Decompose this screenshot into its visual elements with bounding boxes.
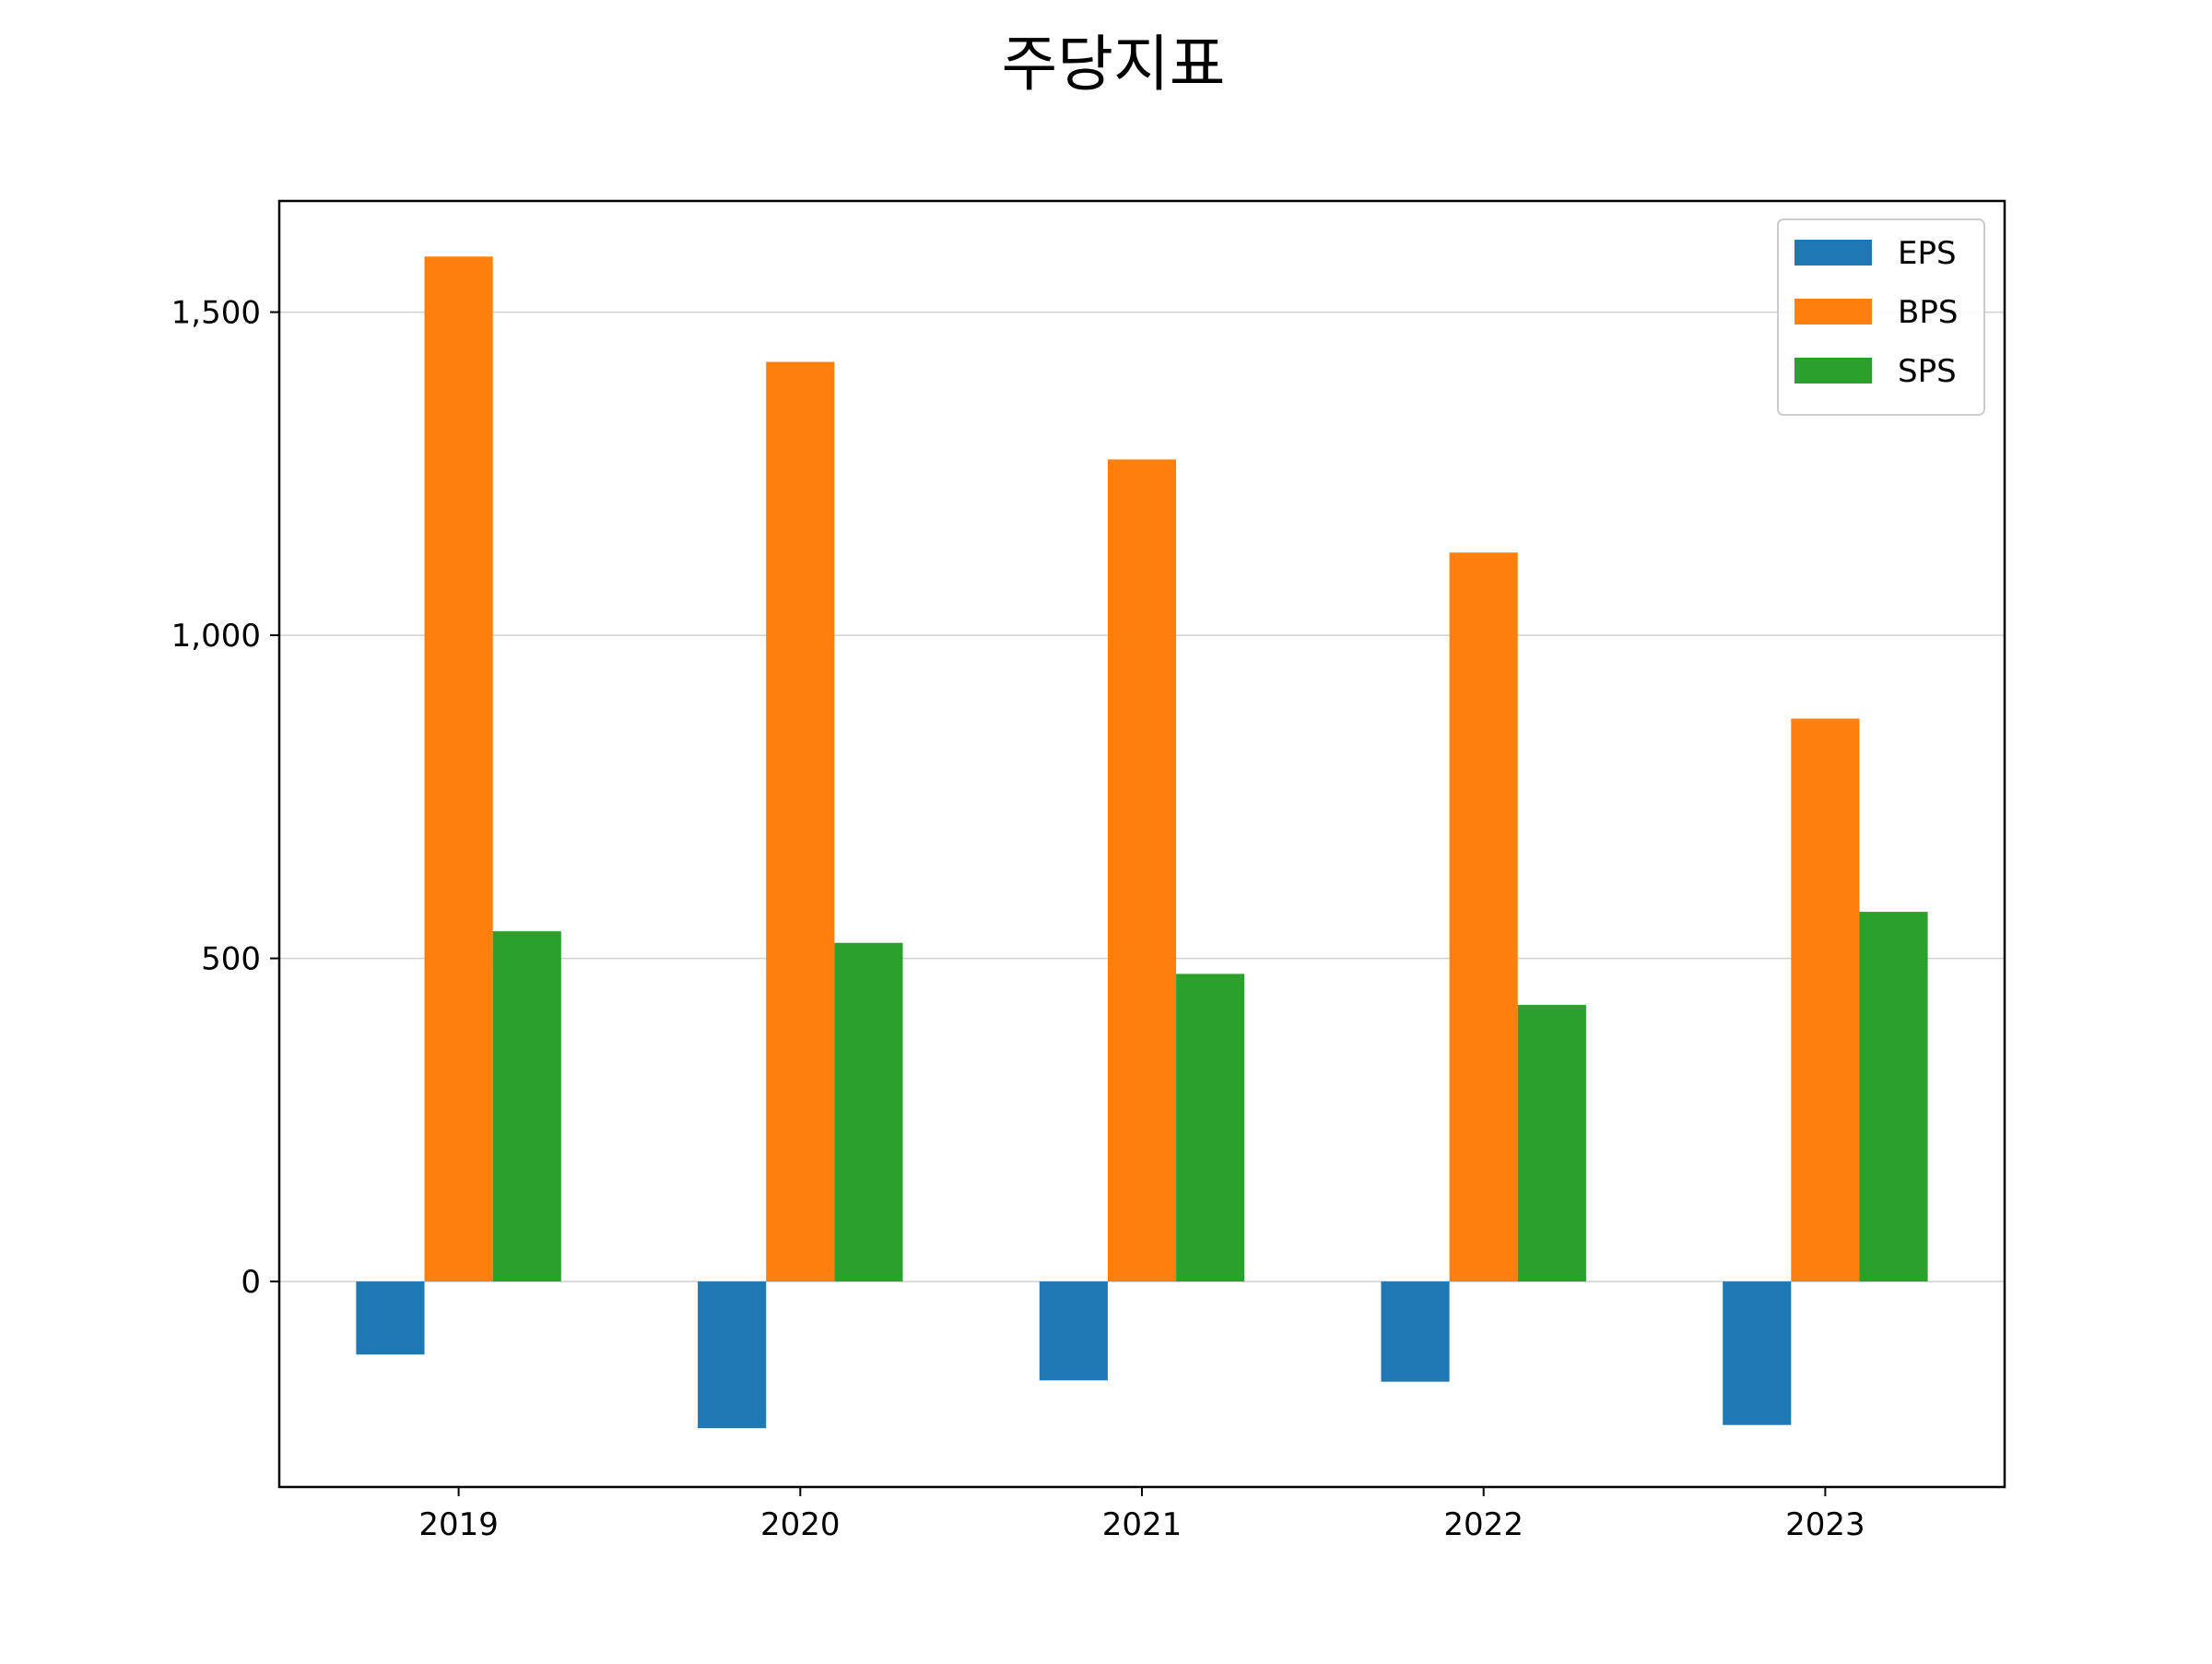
bar-sps-2021 (1176, 974, 1245, 1282)
bar-eps-2020 (698, 1281, 767, 1429)
legend-swatch-eps (1794, 240, 1872, 266)
y-tick-label: 0 (241, 1264, 261, 1301)
y-tick-label: 500 (201, 941, 261, 978)
x-tick-label: 2020 (760, 1506, 841, 1543)
x-tick-label: 2023 (1785, 1506, 1865, 1543)
bar-sps-2023 (1859, 912, 1928, 1282)
chart-title: 주당지표 (1002, 29, 1226, 100)
bar-bps-2022 (1449, 552, 1518, 1282)
bar-eps-2021 (1039, 1281, 1108, 1381)
legend-swatch-sps (1794, 358, 1872, 384)
bar-bps-2023 (1791, 718, 1860, 1282)
bar-bps-2020 (766, 361, 835, 1282)
bar-bps-2019 (424, 256, 493, 1282)
legend-label-eps: EPS (1898, 235, 1957, 272)
y-axis: 0 500 1,000 1,500 (171, 295, 279, 1301)
legend-swatch-bps (1794, 299, 1872, 325)
y-tick-label: 1,000 (171, 618, 261, 655)
legend-label-sps: SPS (1898, 353, 1957, 390)
bar-eps-2023 (1723, 1281, 1792, 1425)
bar-eps-2022 (1381, 1281, 1450, 1382)
x-axis: 2019 2020 2021 2022 2023 (418, 1487, 1865, 1543)
bar-bps-2021 (1107, 459, 1177, 1282)
bar-sps-2022 (1517, 1005, 1586, 1282)
legend-label-bps: BPS (1898, 294, 1958, 331)
bars (356, 256, 1928, 1429)
bar-sps-2020 (834, 942, 903, 1282)
legend: EPS BPS SPS (1777, 218, 1985, 416)
x-tick-label: 2022 (1443, 1506, 1524, 1543)
x-tick-label: 2021 (1102, 1506, 1182, 1543)
x-tick-label: 2019 (418, 1506, 499, 1543)
bar-eps-2019 (356, 1281, 425, 1355)
bar-sps-2019 (492, 931, 561, 1282)
y-tick-label: 1,500 (171, 295, 261, 332)
